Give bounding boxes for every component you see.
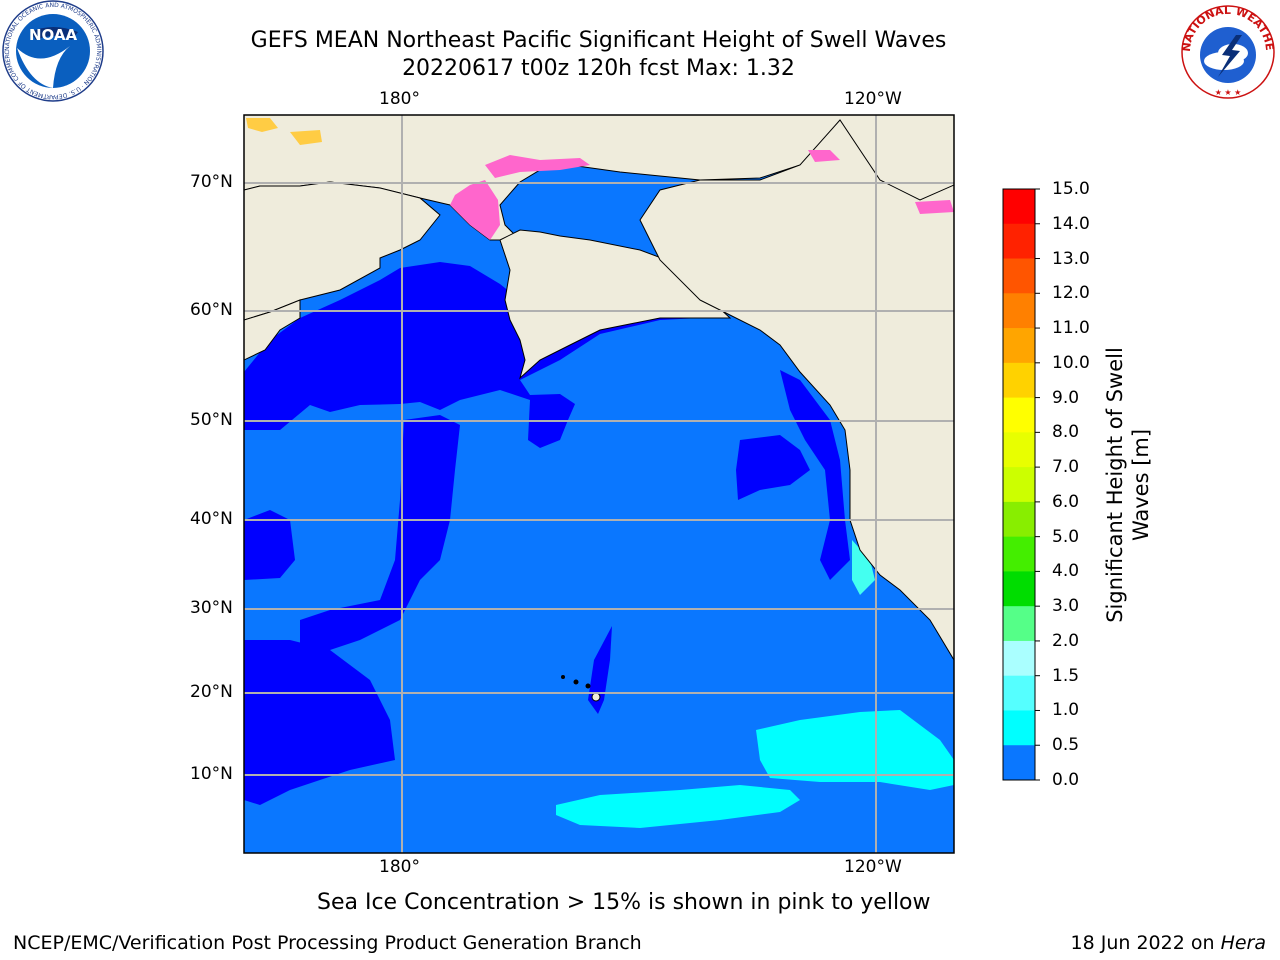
lat-label-50n: 50°N <box>190 410 233 430</box>
colorbar-band <box>1003 745 1035 781</box>
colorbar-label: Significant Height of Swell Waves [m] <box>1103 347 1153 623</box>
lon-label-top-180: 180° <box>379 89 420 109</box>
swell-area-high-coast <box>852 540 875 595</box>
sea-ice-east-2 <box>915 200 954 214</box>
colorbar-band <box>1003 501 1035 538</box>
lon-label-top-120w: 120°W <box>844 89 902 109</box>
colorbar-tick-label: 8.0 <box>1052 422 1080 443</box>
colorbar-band <box>1003 293 1035 329</box>
colorbar-tick-label: 0.5 <box>1052 735 1080 756</box>
colorbar-tick-label: 7.0 <box>1052 457 1080 478</box>
colorbar-band <box>1003 536 1035 572</box>
swell-area-low-north <box>244 262 700 448</box>
lon-label-bottom-120w: 120°W <box>844 857 902 877</box>
map-frame <box>243 114 955 854</box>
hawaii-island <box>585 683 591 689</box>
swell-area-low-basin <box>300 415 460 650</box>
swell-area-low-west <box>244 510 295 580</box>
colorbar-band <box>1003 258 1035 294</box>
chart-subtitle: 20220617 t00z 120h fcst Max: 1.32 <box>402 56 795 81</box>
colorbar-band <box>1003 640 1035 677</box>
sea-ice-chukchi <box>450 180 500 240</box>
swell-area-low-coast <box>780 370 850 580</box>
colorbar-band <box>1003 675 1035 711</box>
sea-ice-north <box>246 118 278 132</box>
noaa-logo-text: NOAA <box>29 26 78 44</box>
colorbar-tick-label: 9.0 <box>1052 387 1080 408</box>
sea-ice-note: Sea Ice Concentration > 15% is shown in … <box>317 890 931 915</box>
colorbar-frame <box>1002 188 1036 781</box>
lat-label-30n: 30°N <box>190 598 233 618</box>
hawaii-island <box>573 679 579 685</box>
colorbar-tick-label: 6.0 <box>1052 491 1080 512</box>
colorbar-band <box>1003 362 1035 399</box>
sea-ice-north-2 <box>290 130 322 145</box>
sea-ice-east <box>808 150 840 162</box>
colorbar-tick-label: 1.5 <box>1052 665 1080 686</box>
chart-title: GEFS MEAN Northeast Pacific Significant … <box>250 28 947 53</box>
swell-area-low-gulf <box>736 435 810 500</box>
colorbar-band <box>1003 189 1035 225</box>
colorbar-tick-label: 13.0 <box>1052 248 1090 269</box>
lat-label-40n: 40°N <box>190 509 233 529</box>
swell-area-high-southwest <box>556 785 800 828</box>
colorbar-band <box>1003 571 1035 607</box>
swell-area-high-south <box>756 710 954 790</box>
colorbar-band <box>1003 467 1035 503</box>
colorbar-band <box>1003 328 1035 364</box>
colorbar-band <box>1003 223 1035 260</box>
lat-label-10n: 10°N <box>190 764 233 784</box>
colorbar-band <box>1003 710 1035 746</box>
colorbar-tick-label: 15.0 <box>1052 179 1090 199</box>
footer-machine: Hera <box>1220 932 1266 954</box>
hawaii-island <box>561 675 565 679</box>
colorbar-tick-label: 14.0 <box>1052 213 1090 234</box>
swell-area-low-southwest <box>244 640 395 805</box>
colorbar-band <box>1003 397 1035 433</box>
colorbar-tick-label: 2.0 <box>1052 630 1080 651</box>
colorbar <box>1003 188 1040 781</box>
colorbar-tick-label: 5.0 <box>1052 526 1080 547</box>
lat-label-60n: 60°N <box>190 300 233 320</box>
colorbar-tick-label: 11.0 <box>1052 318 1090 339</box>
graticule <box>244 115 954 853</box>
footer-date: 18 Jun 2022 on Hera <box>1070 932 1267 954</box>
nws-logo: NATIONAL WEATHER SERVICE ★ ★ ★ <box>1178 5 1276 99</box>
colorbar-tick-label: 4.0 <box>1052 561 1080 582</box>
lat-label-70n: 70°N <box>190 172 233 192</box>
colorbar-band <box>1003 432 1035 468</box>
lat-label-20n: 20°N <box>190 682 233 702</box>
colorbar-tick-label: 0.0 <box>1052 770 1080 790</box>
svg-text:★ ★ ★: ★ ★ ★ <box>1215 88 1242 97</box>
colorbar-band <box>1003 606 1035 642</box>
colorbar-tick-label: 3.0 <box>1052 596 1080 617</box>
map-field <box>244 115 954 853</box>
colorbar-tick-label: 10.0 <box>1052 352 1090 373</box>
footer-credit: NCEP/EMC/Verification Post Processing Pr… <box>13 932 642 954</box>
noaa-logo: NATIONAL OCEANIC AND ATMOSPHERIC ADMINIS… <box>0 0 104 102</box>
hawaii-island <box>591 692 601 702</box>
sea-ice-beaufort <box>485 155 590 178</box>
lon-label-bottom-180: 180° <box>379 857 420 877</box>
colorbar-tick-label: 1.0 <box>1052 700 1080 721</box>
colorbar-tick-label: 12.0 <box>1052 283 1090 304</box>
